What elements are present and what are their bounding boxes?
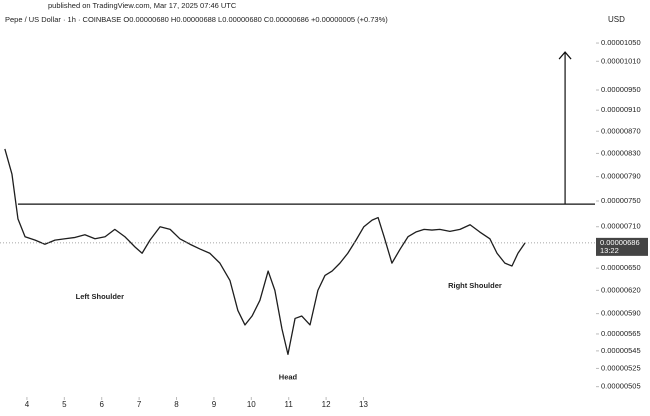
y-tick-label: 0.00000790: [601, 172, 641, 181]
symbol-header: Pepe / US Dollar · 1h · COINBASE O0.0000…: [5, 15, 388, 24]
x-tick-label: 8: [174, 400, 179, 409]
pattern-label: Right Shoulder: [448, 281, 502, 290]
x-tick-label: 6: [99, 400, 104, 409]
y-tick-label: 0.00000710: [601, 222, 641, 231]
x-tick-label: 9: [212, 400, 217, 409]
y-tick-label: 0.00000620: [601, 285, 641, 294]
countdown-label: 13:22: [600, 246, 619, 255]
last-price-box: [596, 237, 648, 256]
x-tick-label: 7: [137, 400, 142, 409]
last-price-label: 0.00000686: [600, 238, 640, 247]
axis-unit: USD: [608, 15, 625, 24]
y-tick-label: 0.00000950: [601, 85, 641, 94]
y-tick-label: 0.00000545: [601, 346, 641, 355]
y-tick-label: 0.00000565: [601, 329, 641, 338]
published-note: published on TradingView.com, Mar 17, 20…: [48, 1, 237, 10]
y-tick-label: 0.00000750: [601, 196, 641, 205]
x-tick-label: 4: [25, 400, 30, 409]
y-tick-label: 0.00000525: [601, 363, 641, 372]
pattern-label: Left Shoulder: [76, 292, 124, 301]
y-tick-label: 0.00001050: [601, 38, 641, 47]
x-tick-label: 12: [322, 400, 331, 409]
y-tick-label: 0.00000870: [601, 126, 641, 135]
y-tick-label: 0.00000830: [601, 148, 641, 157]
y-tick-label: 0.00001010: [601, 56, 641, 65]
y-tick-label: 0.00000505: [601, 382, 641, 391]
x-tick-label: 10: [247, 400, 256, 409]
price-line: [4, 148, 526, 355]
y-tick-label: 0.00000910: [601, 105, 641, 114]
x-tick-label: 13: [359, 400, 368, 409]
arrow-head: [558, 51, 572, 60]
y-tick-label: 0.00000650: [601, 263, 641, 272]
y-tick-label: 0.00000590: [601, 309, 641, 318]
x-tick-label: 11: [285, 400, 294, 409]
pattern-label: Head: [279, 372, 298, 381]
x-tick-label: 5: [62, 400, 67, 409]
